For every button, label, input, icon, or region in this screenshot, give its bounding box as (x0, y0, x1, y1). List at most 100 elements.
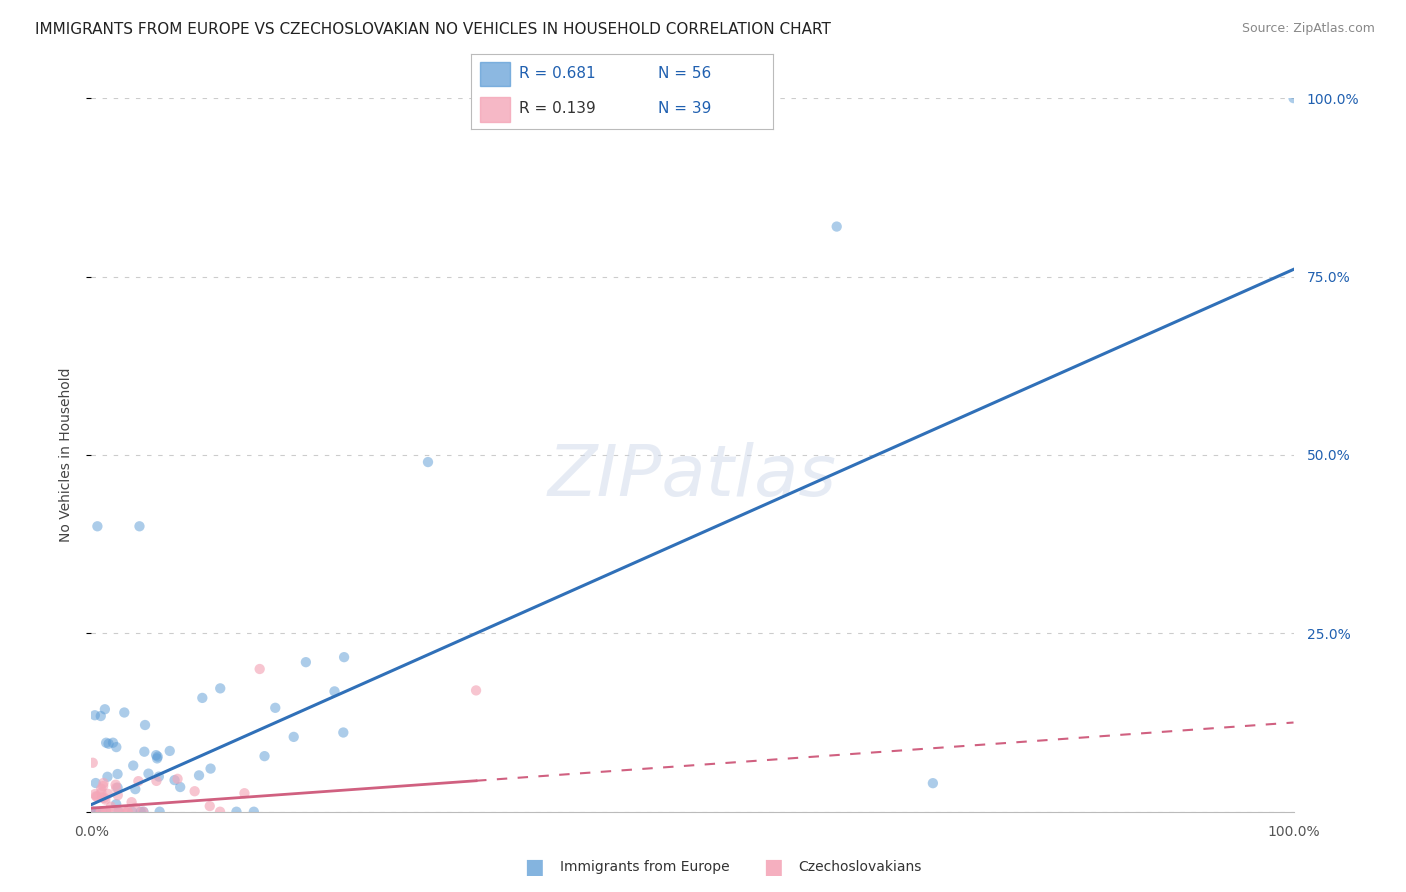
Text: ZIPatlas: ZIPatlas (548, 442, 837, 511)
Point (107, 805, 129, 819)
Point (105, 740, 128, 755)
Text: R = 0.681: R = 0.681 (519, 66, 596, 81)
Point (132, 805, 155, 819)
Point (94, 805, 117, 819)
Point (86, 789, 108, 804)
Point (127, 774, 149, 789)
Point (1282, 91, 1305, 105)
Point (93, 776, 115, 790)
Text: ■: ■ (524, 857, 544, 877)
Point (83, 708, 105, 723)
Point (146, 749, 169, 764)
Point (825, 219, 848, 234)
Point (91, 805, 114, 819)
Point (101, 736, 124, 750)
Point (97, 787, 120, 801)
Point (90, 781, 112, 796)
Point (90, 709, 112, 723)
Point (129, 805, 152, 819)
Point (138, 766, 160, 780)
Point (124, 801, 146, 815)
Text: Source: ZipAtlas.com: Source: ZipAtlas.com (1241, 22, 1375, 36)
Point (97, 805, 120, 819)
Point (94, 792, 117, 806)
Point (198, 799, 221, 814)
Point (332, 725, 354, 739)
Text: R = 0.139: R = 0.139 (519, 101, 596, 116)
Point (90, 785, 112, 799)
Point (112, 706, 135, 720)
Point (82, 756, 104, 770)
Point (96, 805, 118, 819)
Point (323, 684, 346, 698)
Point (148, 770, 170, 784)
Point (97, 737, 120, 751)
Point (83, 805, 105, 819)
Point (253, 749, 276, 764)
Point (105, 803, 128, 817)
Point (124, 782, 146, 797)
Text: Immigrants from Europe: Immigrants from Europe (560, 860, 730, 874)
Point (121, 805, 143, 819)
Point (83, 787, 105, 801)
Point (94, 805, 117, 819)
Point (100, 799, 122, 814)
Text: N = 56: N = 56 (658, 66, 711, 81)
Point (89, 805, 111, 819)
Point (145, 773, 167, 788)
Point (94, 736, 117, 750)
Point (333, 650, 356, 665)
Point (132, 805, 155, 819)
Point (87, 805, 110, 819)
Point (191, 690, 214, 705)
Point (91, 779, 114, 793)
Point (200, 762, 222, 776)
Point (117, 805, 139, 819)
Point (82, 805, 104, 819)
Point (295, 655, 318, 669)
Point (283, 730, 305, 744)
Point (209, 681, 232, 696)
Point (84, 805, 107, 819)
Point (922, 776, 945, 790)
Point (84, 776, 107, 790)
Text: ■: ■ (763, 857, 783, 877)
Point (134, 745, 156, 759)
Point (84, 789, 107, 804)
Point (107, 767, 129, 781)
Point (82, 805, 104, 819)
Point (105, 780, 128, 795)
Point (107, 780, 129, 795)
Point (94, 805, 117, 819)
Point (86, 519, 108, 533)
Point (117, 805, 139, 819)
Point (107, 788, 129, 802)
Point (94, 702, 117, 716)
Y-axis label: No Vehicles in Household: No Vehicles in Household (59, 368, 73, 542)
Text: Czechoslovakians: Czechoslovakians (799, 860, 922, 874)
Point (145, 748, 167, 763)
Point (243, 805, 266, 819)
Point (166, 772, 188, 786)
Point (90, 805, 112, 819)
Point (122, 758, 145, 772)
Point (233, 786, 256, 800)
Point (128, 519, 150, 533)
Text: N = 39: N = 39 (658, 101, 711, 116)
Point (108, 805, 131, 819)
Point (104, 778, 127, 792)
Point (90, 790, 112, 805)
Point (93, 790, 115, 805)
Text: IMMIGRANTS FROM EUROPE VS CZECHOSLOVAKIAN NO VEHICLES IN HOUSEHOLD CORRELATION C: IMMIGRANTS FROM EUROPE VS CZECHOSLOVAKIA… (35, 22, 831, 37)
Point (159, 744, 181, 758)
Point (105, 797, 128, 811)
Point (465, 683, 488, 698)
Point (416, 455, 439, 469)
Point (149, 805, 172, 819)
Point (96, 770, 118, 784)
Point (188, 768, 211, 782)
Bar (479, 97, 510, 122)
Bar (479, 62, 510, 87)
Point (183, 784, 205, 798)
Point (225, 805, 247, 819)
